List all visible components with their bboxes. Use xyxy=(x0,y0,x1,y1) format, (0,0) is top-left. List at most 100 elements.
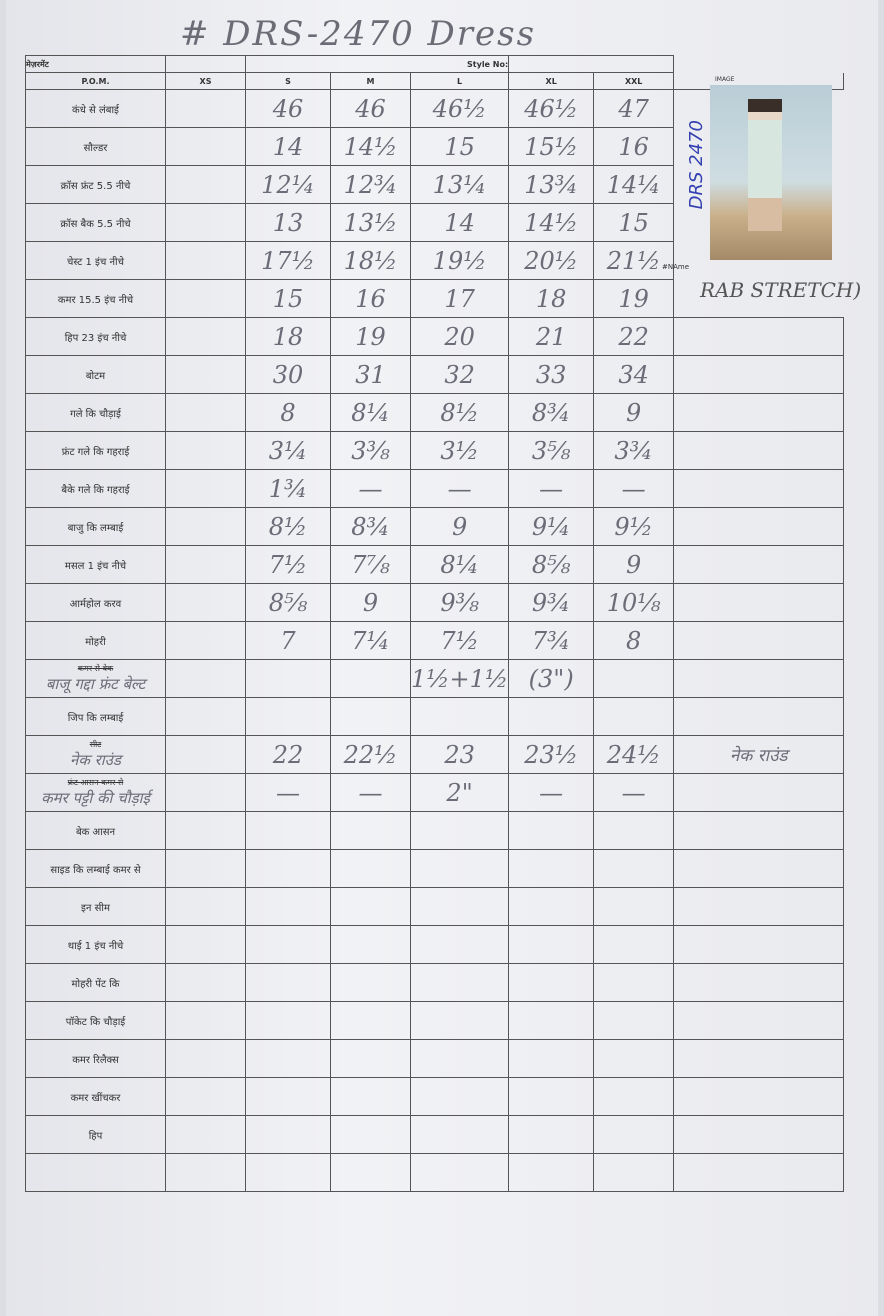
value-cell-xl: (3") xyxy=(508,659,595,698)
table-row: गले कि चौड़ाई 8 8¼ 8½ 8¾ 9 xyxy=(25,393,845,432)
table-row: कमर से बेक बाजू गद्दा फ्रंट बेल्ट 1½+1½ (3"… xyxy=(25,659,845,698)
value-cell-l: 20 xyxy=(409,317,510,356)
size-header-l: L xyxy=(409,72,510,90)
value-cell-xs xyxy=(165,127,246,166)
value-cell-xl xyxy=(508,1115,595,1154)
table-row: थाई 1 इंच नीचे xyxy=(25,925,845,964)
row-label: हिप 23 इंच नीचे xyxy=(25,317,166,356)
value-cell-m: 31 xyxy=(330,355,411,394)
value-cell-l: 2" xyxy=(409,773,510,812)
value-cell-xs xyxy=(165,697,246,736)
value-cell-xl xyxy=(508,887,595,926)
row-label: पॉकेट कि चौड़ाई xyxy=(25,1001,166,1040)
value-cell-m: 3⅜ xyxy=(330,431,411,470)
value-cell-m xyxy=(330,1077,411,1116)
value-cell-s: 22 xyxy=(245,735,331,774)
value-cell-xxl: 24½ xyxy=(593,735,675,774)
value-cell-m: 22½ xyxy=(330,735,411,774)
table-row: मोहरी पेंट कि xyxy=(25,963,845,1002)
handwritten-label: बाजू गद्दा फ्रंट बेल्ट xyxy=(45,675,146,693)
value-cell-xl: 3⅝ xyxy=(508,431,595,470)
value-cell-xxl: 47 xyxy=(593,89,675,128)
row-label: बैके गले कि गहराई xyxy=(25,469,166,508)
value-cell-xxl xyxy=(593,849,675,888)
extra-cell xyxy=(673,773,845,812)
row-label: क्रॉस बैक 5.5 नीचे xyxy=(25,203,166,242)
extra-cell xyxy=(673,583,845,622)
value-cell-xs xyxy=(165,165,246,204)
extra-cell xyxy=(673,811,845,850)
extra-cell xyxy=(673,849,845,888)
value-cell-xs xyxy=(165,925,246,964)
value-cell-l: 19½ xyxy=(409,241,510,280)
extra-cell xyxy=(673,1001,845,1040)
value-cell-xxl: 21½ xyxy=(593,241,675,280)
value-cell-xs xyxy=(165,1153,246,1192)
table-row: कमर खींचकर xyxy=(25,1077,845,1116)
value-cell-m: 7⅞ xyxy=(330,545,411,584)
value-cell-xl: 18 xyxy=(508,279,595,318)
value-cell-xxl xyxy=(593,697,675,736)
value-cell-m xyxy=(330,1115,411,1154)
value-cell-s xyxy=(245,659,331,698)
header-row-1: मेज़रमेंट Style No: xyxy=(25,55,844,73)
value-cell-xxl: 9½ xyxy=(593,507,675,546)
value-cell-l xyxy=(409,849,510,888)
value-cell-s: — xyxy=(245,773,331,812)
extra-cell xyxy=(673,1153,845,1192)
value-cell-l xyxy=(409,1077,510,1116)
row-label: सौल्डर xyxy=(25,127,166,166)
handwritten-label: कमर पट्टी की चौड़ाई xyxy=(41,789,150,807)
value-cell-s: 7½ xyxy=(245,545,331,584)
value-cell-xs xyxy=(165,545,246,584)
table-row: मसल 1 इंच नीचे 7½ 7⅞ 8¼ 8⅝ 9 xyxy=(25,545,845,584)
row-label: इन सीम xyxy=(25,887,166,926)
table-row: सीट नेक राउंड 22 22½ 23 23½ 24½ नेक राउंड xyxy=(25,735,845,774)
value-cell-xs xyxy=(165,621,246,660)
row-label: चेस्ट 1 इंच नीचे xyxy=(25,241,166,280)
extra-cell xyxy=(673,963,845,1002)
printed-label: सीट xyxy=(89,740,102,749)
value-cell-xs xyxy=(165,431,246,470)
value-cell-xs xyxy=(165,241,246,280)
value-cell-xs xyxy=(165,583,246,622)
table-row xyxy=(25,1153,845,1192)
handwritten-label: नेक राउंड xyxy=(70,751,121,769)
row-label: आर्महोल करव xyxy=(25,583,166,622)
value-cell-xl: 21 xyxy=(508,317,595,356)
extra-cell xyxy=(673,1039,845,1078)
value-cell-s: 8⅝ xyxy=(245,583,331,622)
value-cell-s xyxy=(245,1039,331,1078)
value-cell-l xyxy=(409,811,510,850)
name-label: #NAme xyxy=(662,263,690,271)
value-cell-l: 7½ xyxy=(409,621,510,660)
extra-cell xyxy=(673,925,845,964)
value-cell-xl xyxy=(508,925,595,964)
value-cell-xl xyxy=(508,1039,595,1078)
row-label: फ्रंट आसन कमर से कमर पट्टी की चौड़ाई xyxy=(25,773,166,812)
measurement-label: मेज़रमेंट xyxy=(25,55,166,73)
value-cell-xl xyxy=(508,963,595,1002)
row-label: कमर रिलैक्स xyxy=(25,1039,166,1078)
value-cell-s: 15 xyxy=(245,279,331,318)
table-row: इन सीम xyxy=(25,887,845,926)
row-label: बाजु कि लम्बाई xyxy=(25,507,166,546)
value-cell-m: 8¼ xyxy=(330,393,411,432)
row-label: बेक आसन xyxy=(25,811,166,850)
extra-cell xyxy=(673,507,845,546)
value-cell-xxl: 3¾ xyxy=(593,431,675,470)
value-cell-xxl xyxy=(593,1153,675,1192)
value-cell-xxl xyxy=(593,659,675,698)
printed-label: सौल्डर xyxy=(83,142,108,154)
table-row: कंधे से लंबाई 46 46 46½ 46½ 47 xyxy=(25,89,844,128)
printed-label: आर्महोल करव xyxy=(69,598,122,610)
value-cell-xs xyxy=(165,887,246,926)
extra-cell xyxy=(673,659,845,698)
value-cell-xl: — xyxy=(508,469,595,508)
value-cell-xxl xyxy=(593,1115,675,1154)
printed-label: चेस्ट 1 इंच नीचे xyxy=(67,256,124,268)
size-header-xxl: XXL xyxy=(593,72,675,90)
value-cell-m: 13½ xyxy=(330,203,411,242)
row-label: फ्रंट गले कि गहराई xyxy=(25,431,166,470)
value-cell-xl: 15½ xyxy=(508,127,595,166)
